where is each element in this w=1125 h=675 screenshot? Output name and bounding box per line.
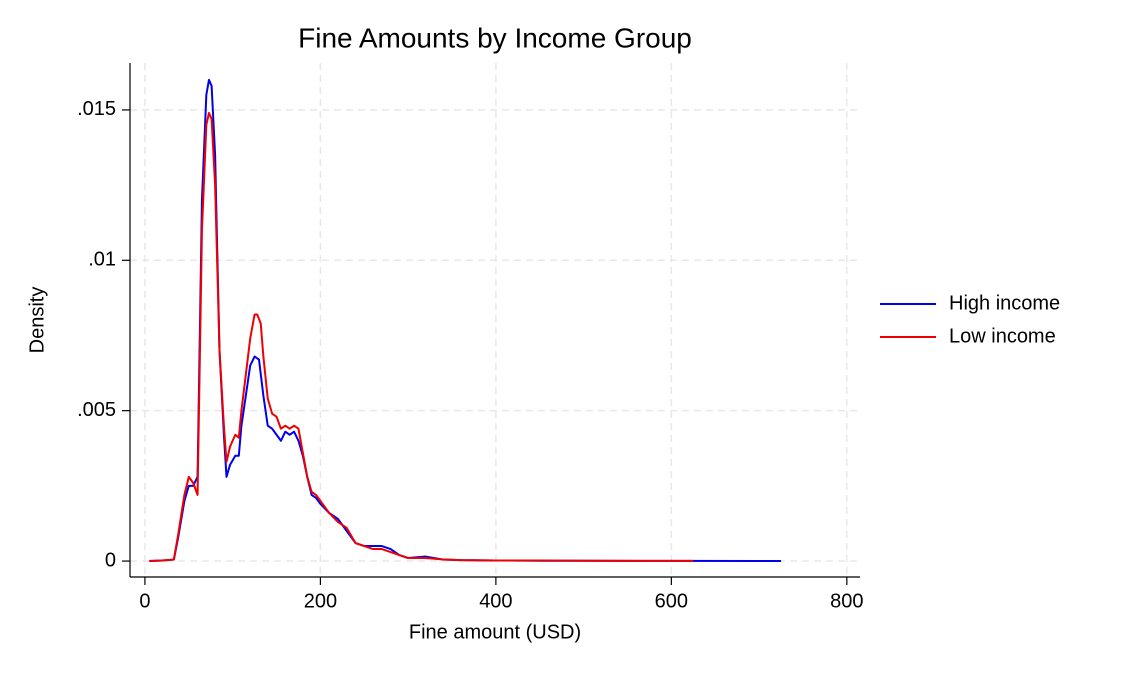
x-tick-label: 800 — [830, 590, 863, 612]
x-tick-label: 400 — [479, 590, 512, 612]
legend-label: Low income — [949, 325, 1056, 347]
line-series — [149, 111, 694, 563]
x-axis-title: Fine amount (USD) — [409, 621, 581, 643]
chart-title: Fine Amounts by Income Group — [298, 22, 692, 53]
x-tick-label: 200 — [304, 590, 337, 612]
y-axis-title: Density — [26, 287, 48, 354]
x-tick-label: 600 — [655, 590, 688, 612]
y-tick-label: .015 — [77, 98, 116, 120]
y-tick-label: 0 — [105, 549, 116, 571]
y-tick-label: .01 — [88, 249, 116, 271]
x-tick-label: 0 — [139, 590, 150, 612]
legend-label: High income — [949, 292, 1060, 314]
y-tick-label: .005 — [77, 399, 116, 421]
